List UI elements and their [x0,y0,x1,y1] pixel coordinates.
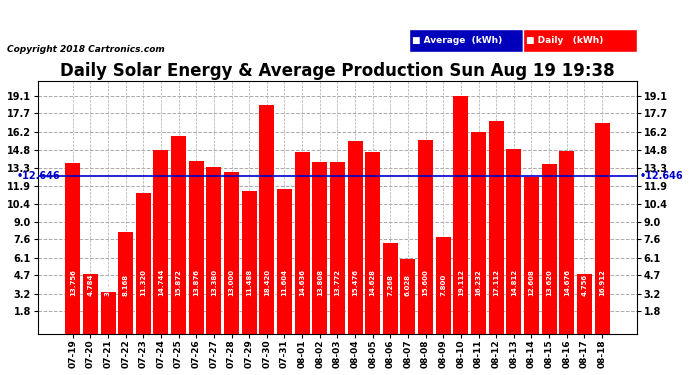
Text: Copyright 2018 Cartronics.com: Copyright 2018 Cartronics.com [7,45,165,54]
Bar [595,123,609,334]
Text: 13.772: 13.772 [335,269,340,296]
Text: 7.268: 7.268 [387,274,393,296]
Bar [206,167,221,334]
Bar [241,191,257,334]
Bar [171,136,186,334]
Bar [383,243,398,334]
Text: ■ Daily   (kWh): ■ Daily (kWh) [526,36,603,45]
Text: 13.876: 13.876 [193,269,199,296]
Bar [189,161,204,334]
Bar [259,105,275,334]
Bar [136,193,151,334]
Text: 6.028: 6.028 [405,274,411,296]
Text: 13.620: 13.620 [546,269,552,296]
Text: 15.476: 15.476 [352,269,358,296]
Text: 13.808: 13.808 [317,268,323,296]
Text: 15.872: 15.872 [175,269,181,296]
Text: 14.812: 14.812 [511,268,517,296]
Text: •12.646: •12.646 [640,171,683,182]
Text: 11.488: 11.488 [246,268,252,296]
Bar [400,259,415,334]
Bar [506,149,522,334]
Text: 4.784: 4.784 [88,273,93,296]
Text: 15.600: 15.600 [422,269,428,296]
Text: 4.756: 4.756 [582,274,587,296]
Bar [524,177,539,334]
Text: 11.320: 11.320 [140,269,146,296]
Text: 13.000: 13.000 [228,268,235,296]
Text: 14.744: 14.744 [158,268,164,296]
Text: 14.676: 14.676 [564,269,570,296]
Text: 13.756: 13.756 [70,269,76,296]
Bar [453,96,469,334]
Text: 18.420: 18.420 [264,268,270,296]
FancyBboxPatch shape [409,29,523,52]
Bar [295,152,310,334]
Bar [153,150,168,334]
Text: 14.636: 14.636 [299,269,305,296]
Text: 19.112: 19.112 [458,269,464,296]
Title: Daily Solar Energy & Average Production Sun Aug 19 19:38: Daily Solar Energy & Average Production … [60,62,615,80]
Bar [224,172,239,334]
Text: 14.628: 14.628 [370,269,375,296]
Text: 12.608: 12.608 [529,269,535,296]
Text: 16.232: 16.232 [475,269,482,296]
FancyBboxPatch shape [523,29,637,52]
Bar [365,152,380,334]
Bar [330,162,345,334]
Bar [560,151,574,334]
Bar [277,189,292,334]
Bar [418,140,433,334]
Bar [471,132,486,334]
Bar [577,274,592,334]
Bar [101,291,115,334]
Text: 8.168: 8.168 [123,274,128,296]
Text: 17.112: 17.112 [493,269,499,296]
Bar [118,232,133,334]
Bar [66,162,80,334]
Bar [436,237,451,334]
Text: 7.800: 7.800 [440,273,446,296]
Bar [542,164,557,334]
Bar [83,274,98,334]
Bar [313,162,327,334]
Text: •12.646: •12.646 [17,171,61,182]
Bar [348,141,362,334]
Text: 3.382: 3.382 [105,274,111,296]
Text: 11.604: 11.604 [282,268,288,296]
Text: 16.912: 16.912 [599,269,605,296]
Bar [489,121,504,334]
Text: ■ Average  (kWh): ■ Average (kWh) [412,36,502,45]
Text: 13.380: 13.380 [211,268,217,296]
